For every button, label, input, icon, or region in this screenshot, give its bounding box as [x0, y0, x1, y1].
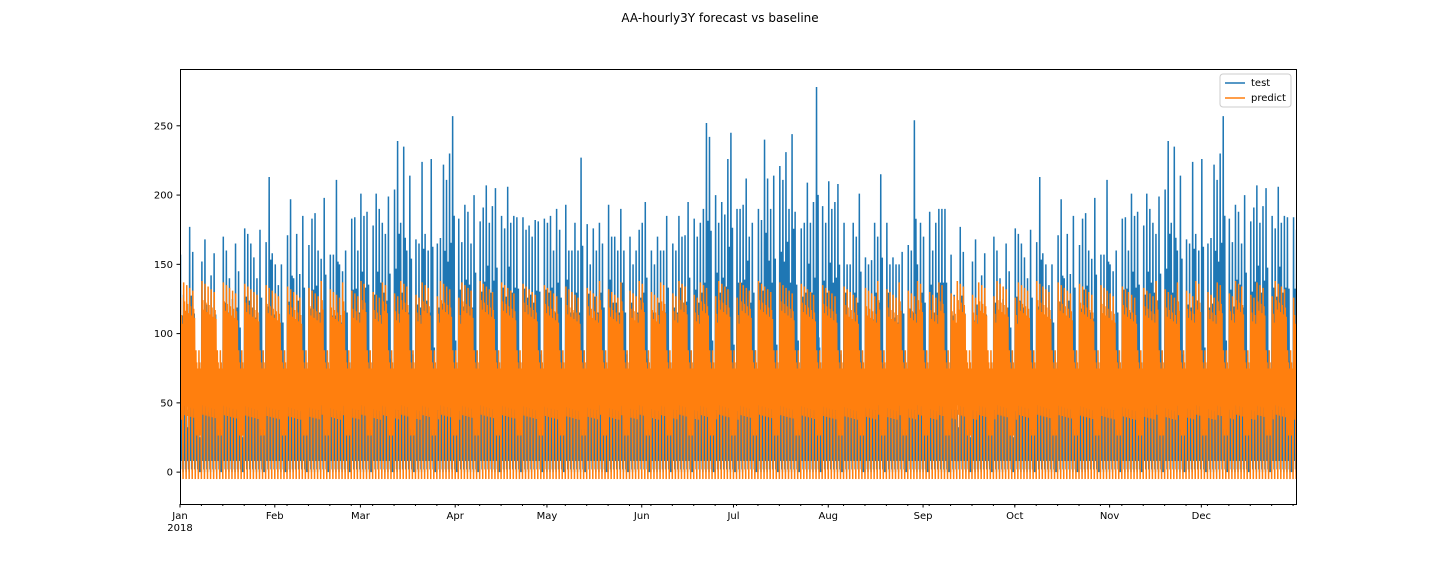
x-tick-label: Apr: [447, 511, 465, 522]
series-layer: [180, 87, 1296, 480]
x-tick-label: Aug: [819, 511, 839, 522]
y-tick-label: 150: [154, 260, 173, 271]
x-tick-label: May: [537, 511, 558, 522]
x-tick-label: Mar: [351, 511, 371, 522]
legend: test predict: [1219, 73, 1292, 108]
x-tick-label: Feb: [266, 511, 284, 522]
x-tick-label: Nov: [1100, 511, 1120, 522]
legend-label-predict: predict: [1251, 93, 1286, 104]
x-tick-label: Jan: [171, 511, 187, 522]
y-tick-label: 0: [167, 468, 173, 479]
x-tick-label: Oct: [1006, 511, 1023, 522]
series-line-predict: [180, 280, 1296, 480]
x-tick-label: Sep: [914, 511, 933, 522]
chart-title: AA-hourly3Y forecast vs baseline: [621, 11, 818, 25]
plot-frame: [180, 69, 1297, 505]
y-axis: 0 50 100 150 200 250: [154, 121, 180, 479]
x-tick-label: Jun: [633, 511, 650, 522]
y-tick-label: 250: [154, 121, 173, 132]
legend-label-test: test: [1251, 78, 1270, 89]
x-tick-label: Jul: [726, 511, 739, 522]
y-tick-label: 100: [154, 329, 173, 340]
x-tick-sublabel: 2018: [167, 523, 192, 534]
y-tick-label: 50: [160, 398, 173, 409]
y-tick-label: 200: [154, 191, 173, 202]
x-tick-label: Dec: [1192, 511, 1211, 522]
